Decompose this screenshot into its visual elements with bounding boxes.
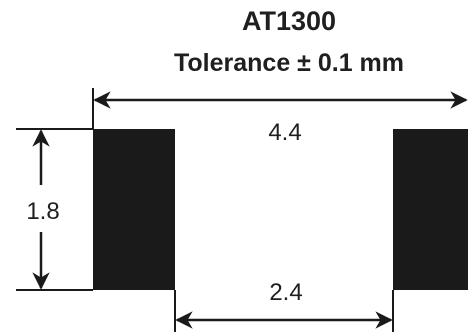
tolerance-note: Tolerance ± 0.1 mm (174, 49, 404, 77)
pad-height-label: 1.8 (26, 198, 59, 225)
diagram-title: AT1300 (242, 6, 336, 36)
outer-span-label: 4.4 (268, 119, 301, 146)
left-pad (93, 129, 175, 290)
inner-gap-label: 2.4 (269, 279, 302, 306)
right-pad (393, 129, 468, 290)
